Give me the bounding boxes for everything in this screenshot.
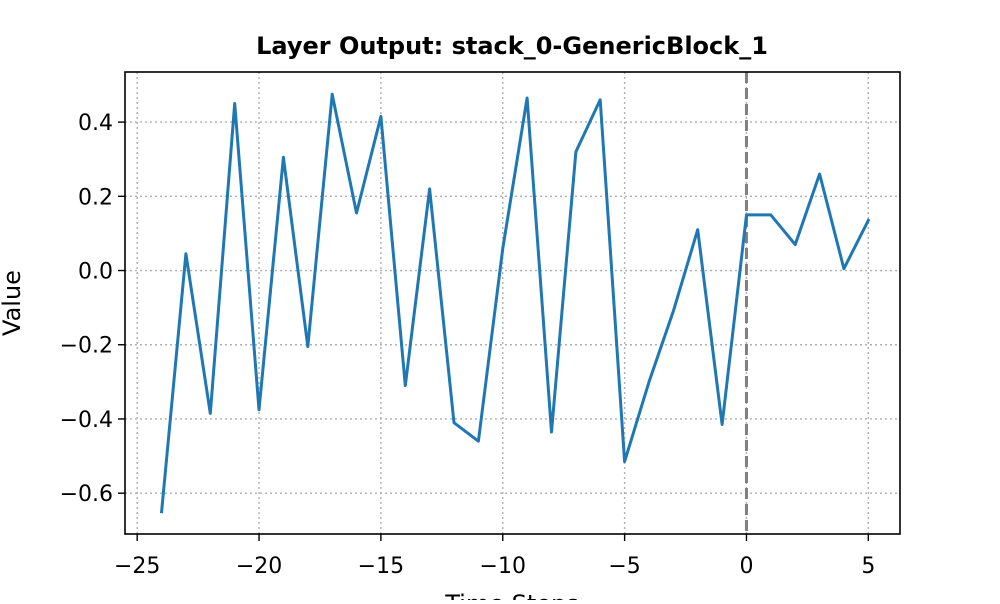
x-tick-label: −5: [608, 554, 640, 579]
grid-lines: [125, 72, 900, 534]
x-axis: −25 −20 −15 −10 −5 0 5: [114, 534, 875, 579]
x-tick-label: −10: [480, 554, 526, 579]
y-tick-label: −0.2: [60, 334, 113, 359]
y-tick-label: −0.6: [60, 482, 113, 507]
x-tick-label: −25: [114, 554, 160, 579]
y-tick-label: 0.2: [78, 185, 113, 210]
x-tick-label: −20: [236, 554, 282, 579]
x-axis-label: Time Steps: [444, 590, 579, 600]
plot-frame: [124, 71, 901, 535]
y-tick-label: 0.4: [78, 111, 113, 136]
series-layer: [159, 92, 871, 514]
x-tick-label: 0: [739, 554, 753, 579]
chart-title: Layer Output: stack_0-GenericBlock_1: [256, 32, 768, 60]
y-axis-label: Value: [0, 270, 26, 336]
x-tick-label: −15: [358, 554, 404, 579]
x-tick-label: 5: [861, 554, 875, 579]
y-axis: −0.6 −0.4 −0.2 0.0 0.2 0.4: [60, 111, 125, 507]
y-tick-label: −0.4: [60, 408, 113, 433]
series-line: [159, 92, 871, 514]
y-tick-label: 0.0: [78, 260, 113, 285]
